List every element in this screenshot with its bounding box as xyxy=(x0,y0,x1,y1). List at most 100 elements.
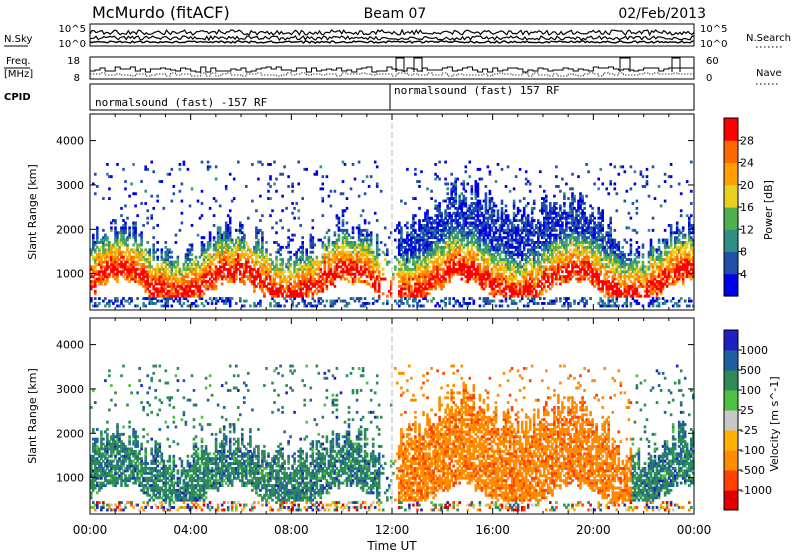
data-cell xyxy=(301,280,304,283)
data-cell xyxy=(160,250,164,254)
data-cell xyxy=(94,255,97,259)
data-cell xyxy=(386,302,389,305)
data-cell xyxy=(420,265,423,269)
data-cell xyxy=(253,282,256,286)
data-cell xyxy=(295,284,298,288)
data-cell xyxy=(390,292,393,296)
data-cell xyxy=(136,297,139,300)
data-cell xyxy=(375,165,379,169)
data-cell xyxy=(224,275,228,279)
data-cell xyxy=(218,267,222,271)
data-cell xyxy=(237,260,240,264)
data-cell xyxy=(333,267,337,271)
freq-step xyxy=(413,57,423,72)
data-cell xyxy=(416,287,419,291)
data-cell xyxy=(140,243,143,247)
data-cell xyxy=(216,226,220,230)
data-cell xyxy=(120,238,123,242)
data-cell xyxy=(138,233,141,237)
data-cell xyxy=(164,287,168,291)
data-cell xyxy=(228,219,232,222)
data-cell xyxy=(188,280,192,283)
data-cell xyxy=(369,253,373,257)
data-cell xyxy=(355,297,359,300)
data-cell xyxy=(428,248,431,252)
data-cell xyxy=(100,267,103,271)
data-cell xyxy=(112,263,115,266)
data-cell xyxy=(341,260,345,264)
data-cell xyxy=(281,267,284,271)
data-cell xyxy=(146,270,149,274)
data-cell xyxy=(420,231,423,235)
data-cell xyxy=(247,248,250,252)
data-cell xyxy=(375,233,379,237)
data-cell xyxy=(160,284,164,288)
data-cell xyxy=(363,265,367,269)
data-cell xyxy=(259,302,262,305)
data-cell xyxy=(237,228,240,232)
data-cell xyxy=(309,250,313,254)
data-cell xyxy=(301,275,304,279)
data-cell xyxy=(106,238,109,242)
data-cell xyxy=(170,282,174,286)
data-cell xyxy=(130,277,133,281)
data-cell xyxy=(305,289,308,293)
data-cell xyxy=(228,231,232,235)
data-cell xyxy=(327,275,331,279)
data-cell xyxy=(402,241,405,244)
data-cell xyxy=(488,189,492,193)
data-cell xyxy=(222,250,226,254)
data-cell xyxy=(261,248,264,252)
data-cell xyxy=(436,175,439,179)
data-cell xyxy=(416,282,419,286)
data-cell xyxy=(152,250,155,254)
data-cell xyxy=(237,248,240,252)
data-cell xyxy=(351,277,355,281)
data-cell xyxy=(142,270,145,274)
data-cell xyxy=(128,194,131,198)
data-cell xyxy=(232,197,236,200)
data-cell xyxy=(96,241,99,244)
data-cell xyxy=(371,258,375,261)
data-cell xyxy=(309,263,313,266)
data-cell xyxy=(184,287,188,291)
data-cell xyxy=(313,270,317,274)
data-cell xyxy=(373,265,377,269)
date-label: 02/Feb/2013 xyxy=(618,6,706,22)
data-cell xyxy=(561,270,564,274)
data-cell xyxy=(275,177,278,181)
data-cell xyxy=(196,282,200,286)
data-cell xyxy=(214,297,218,300)
data-cell xyxy=(226,258,230,261)
data-cell xyxy=(388,289,391,293)
data-cell xyxy=(200,236,204,240)
data-cell xyxy=(456,177,459,181)
data-cell xyxy=(156,241,159,244)
data-cell xyxy=(460,277,464,281)
data-cell xyxy=(381,292,385,296)
data-cell xyxy=(122,233,125,237)
data-cell xyxy=(367,275,371,279)
data-cell xyxy=(162,304,166,308)
data-cell xyxy=(331,272,335,276)
data-cell xyxy=(218,204,222,208)
data-cell xyxy=(104,253,107,257)
data-cell xyxy=(198,297,202,300)
data-cell xyxy=(116,275,119,279)
data-cell xyxy=(192,267,196,271)
data-cell xyxy=(243,253,246,257)
data-cell xyxy=(156,263,159,266)
data-cell xyxy=(228,270,232,274)
data-cell xyxy=(339,270,343,274)
data-cell xyxy=(263,277,266,281)
data-cell xyxy=(438,224,441,227)
data-cell xyxy=(166,172,170,176)
data-cell xyxy=(150,277,153,281)
data-cell xyxy=(208,258,212,261)
data-cell xyxy=(269,287,272,291)
data-cell xyxy=(150,294,153,298)
data-cell xyxy=(335,238,339,242)
data-cell xyxy=(188,287,192,291)
data-cell xyxy=(112,245,115,249)
data-cell xyxy=(196,272,200,276)
